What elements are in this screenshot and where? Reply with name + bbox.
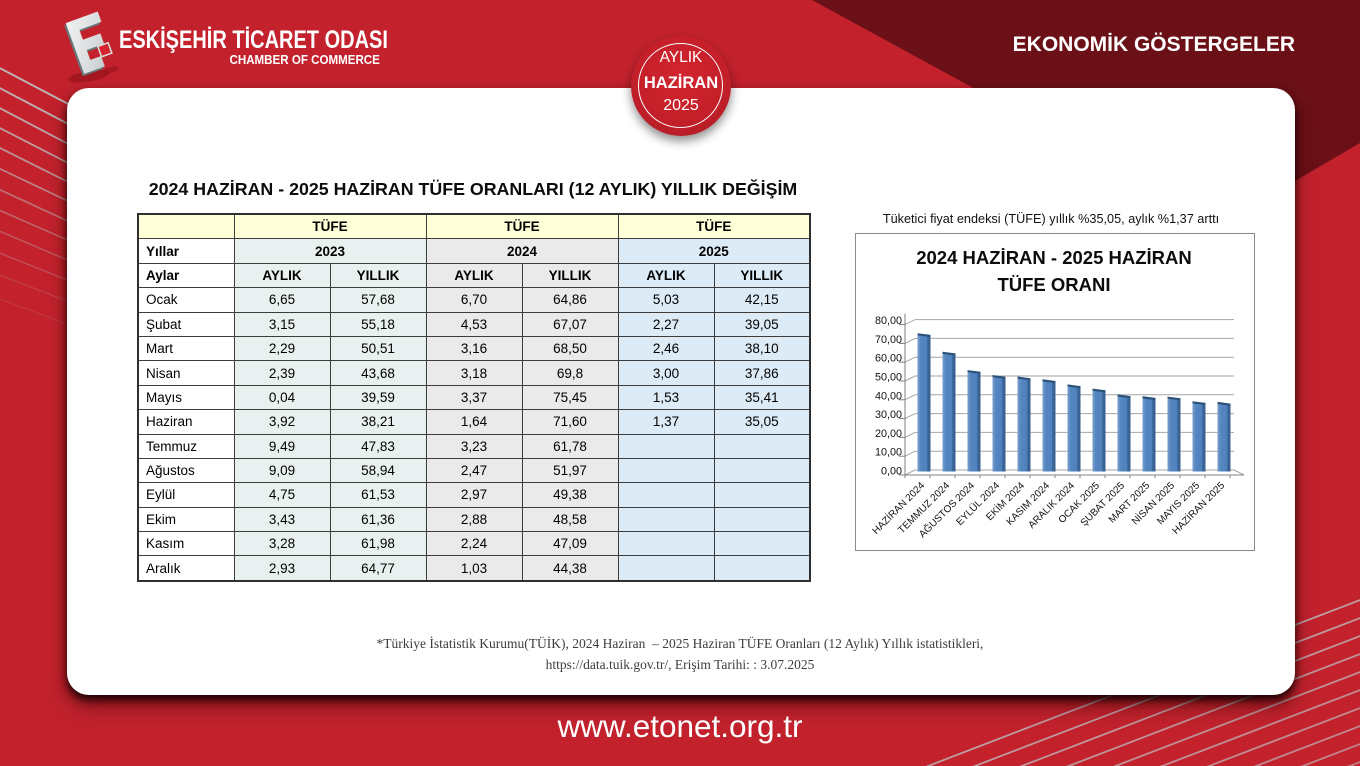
svg-text:50,00: 50,00 [875,372,902,384]
svg-text:10,00: 10,00 [875,447,902,459]
svg-text:20,00: 20,00 [875,428,902,440]
svg-text:30,00: 30,00 [875,409,902,421]
svg-text:40,00: 40,00 [875,390,902,402]
svg-text:60,00: 60,00 [875,353,902,365]
svg-text:0,00: 0,00 [881,466,902,478]
svg-text:80,00: 80,00 [875,315,902,327]
svg-text:TÜFE ORANI: TÜFE ORANI [997,274,1110,295]
svg-text:2024 HAZİRAN - 2025 HAZİRAN: 2024 HAZİRAN - 2025 HAZİRAN [916,247,1192,268]
svg-text:70,00: 70,00 [875,334,902,346]
